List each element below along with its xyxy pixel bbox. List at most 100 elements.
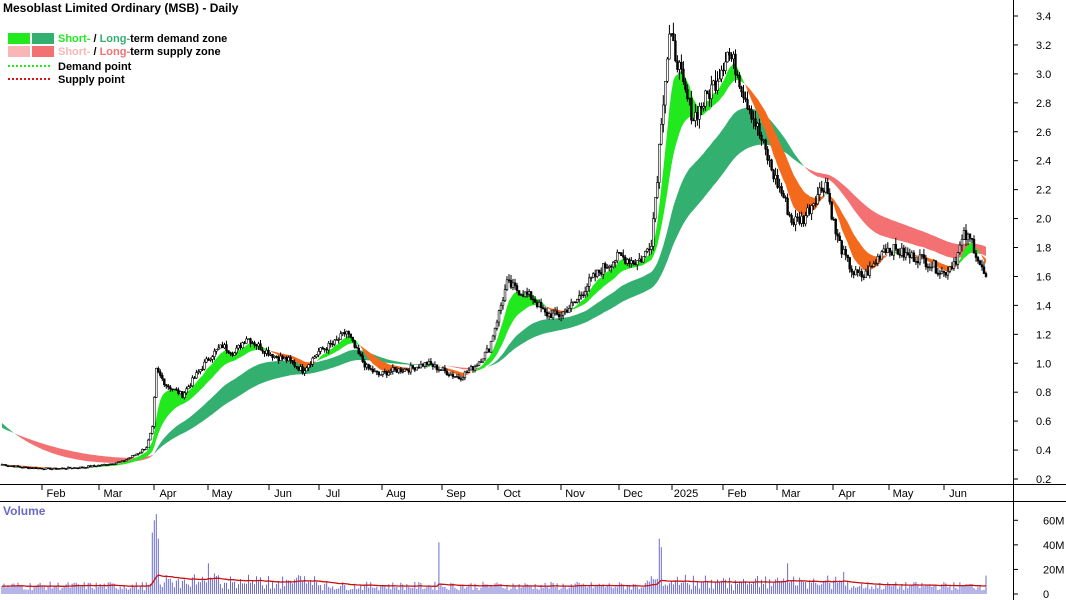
candle-body	[537, 301, 541, 307]
candle-body	[173, 388, 176, 391]
price-tick-label: 3.0	[1036, 69, 1051, 81]
candle-body	[127, 458, 130, 460]
candle-body	[575, 298, 579, 303]
candle-body	[379, 374, 382, 376]
candle-body	[58, 468, 62, 470]
candle-body	[325, 348, 328, 351]
candle-body	[876, 256, 880, 264]
candle-body	[403, 368, 406, 372]
candle-body	[591, 273, 595, 278]
long-term-zone-demand	[2, 423, 16, 435]
legend-short-demand-swatch	[8, 33, 30, 44]
candle-body	[644, 251, 647, 257]
time-tick-label: 2025	[674, 488, 698, 500]
candle-body	[904, 252, 908, 258]
candle-body	[335, 339, 338, 341]
candle-body	[217, 347, 220, 350]
candle-body	[882, 248, 886, 252]
legend-demand-sep: /	[90, 33, 99, 45]
candle-body	[930, 266, 934, 269]
candle-body	[22, 466, 26, 469]
candle-body	[768, 159, 771, 161]
candle-body	[357, 347, 360, 355]
candle-body	[912, 252, 916, 262]
candle-body	[583, 291, 587, 296]
price-tick-label: 1.6	[1036, 271, 1051, 283]
candle-body	[664, 81, 667, 106]
candle-body	[573, 301, 577, 303]
time-tick-label: May	[212, 488, 233, 500]
candle-body	[934, 260, 938, 274]
candle-body	[776, 175, 779, 188]
candle-body	[628, 259, 631, 264]
candle-body	[32, 467, 36, 469]
candle-body	[752, 118, 755, 120]
price-tick-label: 3.2	[1036, 40, 1051, 52]
candle-body	[371, 368, 374, 373]
candle-body	[179, 391, 182, 395]
candle-body	[123, 460, 126, 462]
candle-body	[822, 190, 825, 193]
price-axis: 3.4 3.2 3.0 2.8 2.6 2.4 2.2 2.0 1.8 1.6 1.4 1.2 1.0 0…	[1013, 11, 1051, 486]
candle-body	[626, 259, 629, 264]
candle-body	[688, 97, 691, 100]
short-term-zone-supply	[829, 195, 890, 272]
candle-body	[70, 467, 74, 470]
candle-body	[557, 313, 561, 318]
candle-body	[682, 68, 685, 82]
candle-body	[852, 271, 855, 275]
candle-body	[18, 466, 22, 468]
candle-body	[289, 357, 292, 361]
candle-body	[64, 468, 68, 470]
candle-body	[579, 294, 583, 296]
candle-body	[872, 263, 876, 267]
candle-body	[922, 254, 926, 259]
candle-body	[175, 388, 178, 391]
candle-body	[650, 246, 653, 250]
candle-body	[624, 256, 627, 264]
candle-body	[109, 463, 112, 465]
candle-body	[177, 389, 180, 395]
candle-body	[429, 361, 433, 365]
legend-short-supply-swatch	[8, 46, 30, 57]
candle-body	[618, 252, 621, 254]
short-term-zone-demand	[957, 242, 982, 265]
candle-body	[111, 463, 114, 465]
candle-body	[477, 361, 481, 366]
candle-body	[948, 266, 952, 272]
candle-body	[728, 51, 731, 56]
candle-body	[155, 367, 158, 398]
candle-body	[832, 218, 835, 221]
candle-body	[974, 252, 978, 258]
candle-body	[185, 388, 188, 394]
candle-body	[95, 465, 98, 468]
candle-body	[609, 265, 613, 268]
candle-body	[261, 349, 264, 352]
candle-body	[207, 358, 210, 361]
candle-body	[6, 465, 10, 467]
candle-body	[28, 467, 32, 469]
candle-body	[495, 321, 499, 329]
candle-body	[369, 368, 372, 370]
candle-body	[786, 197, 789, 215]
candle-body	[277, 356, 280, 361]
candle-body	[46, 467, 50, 469]
legend-demand-point: Demand point	[58, 61, 132, 73]
candle-body	[553, 310, 557, 314]
candle-body	[26, 466, 30, 469]
candle-body	[806, 207, 809, 216]
candle-body	[259, 343, 262, 351]
candle-body	[668, 33, 671, 60]
candle-body	[339, 333, 342, 340]
candle-body	[191, 377, 194, 387]
candle-body	[12, 465, 16, 468]
candle-body	[297, 366, 300, 371]
candle-body	[603, 263, 607, 269]
candle-body	[848, 257, 851, 270]
candle-body	[323, 348, 326, 351]
candle-body	[507, 279, 511, 281]
short-term-zone-demand	[825, 194, 830, 196]
candle-body	[840, 240, 843, 255]
candle-body	[83, 467, 86, 469]
candle-body	[257, 343, 260, 347]
